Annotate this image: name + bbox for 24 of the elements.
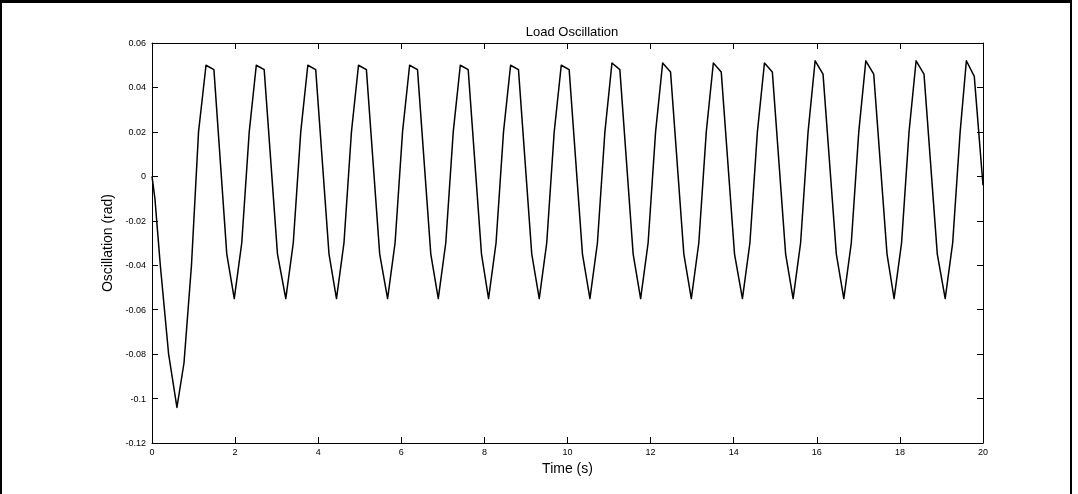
y-tick-label: -0.1 (130, 393, 146, 404)
x-axis-title: Time (s) (542, 460, 593, 476)
x-tick-label: 16 (811, 446, 822, 457)
y-tick-label: 0.02 (128, 126, 146, 137)
x-tick-label: 20 (977, 446, 989, 457)
y-tick-label: -0.12 (125, 438, 146, 448)
x-tick-label: 10 (562, 446, 573, 457)
x-tick-label: 2 (232, 446, 238, 457)
x-tick-label: 4 (315, 446, 321, 457)
x-tick-label: 0 (149, 446, 155, 457)
y-axis-title: Oscillation (rad) (99, 193, 115, 293)
y-tick-label: -0.08 (125, 349, 146, 360)
y-tick-label: 0.04 (128, 82, 146, 93)
x-tick-label: 6 (398, 446, 404, 457)
y-tick-label: 0.06 (128, 38, 146, 48)
y-tick-label: -0.06 (125, 304, 146, 315)
y-tick-label: -0.02 (125, 215, 146, 226)
chart-title: Load Oscillation (525, 24, 619, 39)
y-tick-label: -0.04 (125, 260, 146, 271)
x-tick-label: 18 (894, 446, 905, 457)
x-tick-label: 12 (645, 446, 656, 457)
x-tick-label: 8 (481, 446, 487, 457)
x-tick-label: 14 (728, 446, 739, 457)
y-tick-label: 0 (140, 171, 146, 182)
